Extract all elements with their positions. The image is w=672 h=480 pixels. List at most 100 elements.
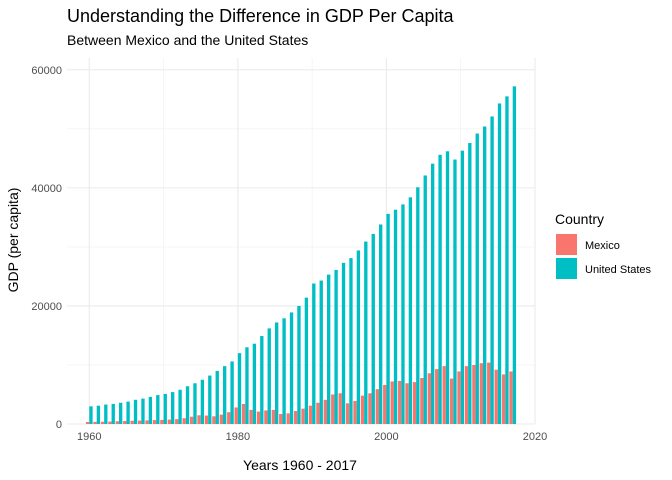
bar-united-states-1973 [185, 386, 190, 424]
bar-mexico-1999 [375, 389, 379, 424]
bar-united-states-1999 [379, 224, 383, 424]
bar-united-states-2011 [468, 143, 472, 424]
bar-mexico-2005 [420, 377, 424, 424]
bar-mexico-2000 [383, 385, 387, 424]
bar-united-states-1997 [364, 241, 368, 424]
bar-united-states-2002 [401, 204, 405, 424]
bar-mexico-1974 [189, 416, 194, 424]
bar-mexico-1966 [130, 420, 134, 424]
bar-united-states-1960 [89, 406, 93, 424]
legend-label-united-states: United States [585, 264, 652, 276]
bar-united-states-2000 [386, 213, 390, 424]
bar-united-states-2009 [453, 159, 457, 425]
bar-mexico-1980 [234, 407, 238, 424]
bar-mexico-2002 [397, 380, 402, 424]
x-axis-title: Years 1960 - 2017 [243, 457, 357, 473]
bar-mexico-1987 [286, 413, 290, 424]
bar-united-states-2015 [497, 103, 502, 424]
bar-united-states-1975 [200, 379, 205, 424]
x-tick-label: 1960 [77, 431, 101, 443]
bar-united-states-1989 [304, 297, 309, 424]
y-axis-title: GDP (per capita) [5, 188, 21, 293]
bar-mexico-2004 [412, 382, 417, 424]
bar-mexico-2008 [442, 366, 446, 424]
bar-united-states-1991 [319, 280, 323, 424]
bar-united-states-1984 [267, 328, 271, 424]
chart-subtitle: Between Mexico and the United States [67, 32, 308, 48]
bar-united-states-1971 [171, 392, 175, 424]
bar-mexico-1960 [85, 421, 90, 424]
bars [85, 86, 517, 425]
bar-united-states-2004 [416, 187, 420, 424]
bar-united-states-2006 [431, 163, 435, 425]
bar-united-states-1986 [282, 318, 286, 424]
bar-united-states-2003 [408, 197, 413, 424]
bar-mexico-2007 [435, 369, 439, 424]
bar-united-states-1983 [260, 336, 264, 424]
bar-mexico-1961 [93, 421, 97, 424]
bar-mexico-1986 [279, 413, 283, 424]
bar-united-states-1994 [341, 262, 346, 424]
bar-mexico-1991 [316, 402, 320, 424]
bar-united-states-1981 [245, 347, 249, 424]
y-tick-label: 0 [56, 419, 62, 431]
bar-united-states-1990 [312, 283, 316, 424]
bar-united-states-1962 [104, 404, 108, 424]
bar-mexico-1964 [115, 421, 119, 424]
bar-mexico-1998 [368, 393, 372, 424]
bar-united-states-1967 [141, 398, 145, 424]
bar-mexico-2010 [457, 371, 461, 424]
bar-united-states-1966 [133, 399, 138, 424]
bar-mexico-1989 [301, 408, 305, 424]
bar-mexico-1973 [182, 418, 186, 424]
bar-mexico-1994 [338, 393, 342, 424]
bar-united-states-2010 [460, 150, 465, 424]
bar-united-states-1974 [193, 383, 197, 424]
x-tick-label: 2020 [523, 431, 547, 443]
bar-united-states-2008 [445, 151, 450, 424]
bar-mexico-1969 [152, 420, 157, 424]
bar-mexico-1962 [100, 421, 105, 424]
bar-mexico-1983 [256, 411, 261, 424]
bar-mexico-2003 [405, 383, 409, 424]
bar-united-states-2013 [483, 126, 487, 424]
bar-mexico-2013 [479, 363, 483, 424]
bar-united-states-1988 [297, 305, 301, 424]
bar-united-states-1977 [215, 370, 219, 424]
bar-mexico-1997 [360, 395, 365, 424]
bar-united-states-2005 [423, 175, 427, 424]
bar-mexico-2014 [487, 362, 491, 424]
bar-mexico-1993 [331, 394, 335, 424]
y-tick-label: 20000 [31, 301, 62, 313]
legend-title: Country [555, 211, 604, 227]
chart-title: Understanding the Difference in GDP Per … [67, 6, 455, 26]
bar-united-states-1992 [327, 274, 331, 424]
bar-united-states-1980 [237, 353, 242, 424]
bar-mexico-1996 [353, 400, 357, 424]
bar-united-states-1987 [289, 312, 294, 424]
bar-mexico-1971 [167, 419, 171, 424]
bar-united-states-2001 [393, 209, 398, 424]
bar-mexico-2017 [509, 371, 513, 424]
bar-mexico-1984 [264, 410, 268, 424]
bar-mexico-1963 [108, 421, 112, 424]
y-tick-label: 40000 [31, 183, 62, 195]
bar-mexico-1982 [249, 409, 253, 424]
bar-united-states-1993 [334, 269, 338, 424]
bar-united-states-1996 [356, 250, 361, 424]
bar-united-states-1976 [208, 375, 212, 424]
bar-united-states-1985 [275, 322, 279, 424]
bar-mexico-2012 [472, 364, 476, 424]
legend-key-united-states [556, 258, 577, 279]
bar-united-states-1970 [163, 393, 167, 424]
bar-united-states-1963 [111, 403, 115, 424]
bar-mexico-2011 [464, 366, 469, 424]
bar-mexico-1968 [145, 420, 149, 424]
bar-united-states-1972 [178, 389, 182, 424]
bar-united-states-1965 [126, 401, 130, 424]
bar-mexico-1988 [293, 411, 298, 424]
bar-united-states-1961 [96, 405, 101, 424]
bar-mexico-2015 [494, 369, 498, 424]
bar-united-states-1998 [371, 233, 375, 424]
